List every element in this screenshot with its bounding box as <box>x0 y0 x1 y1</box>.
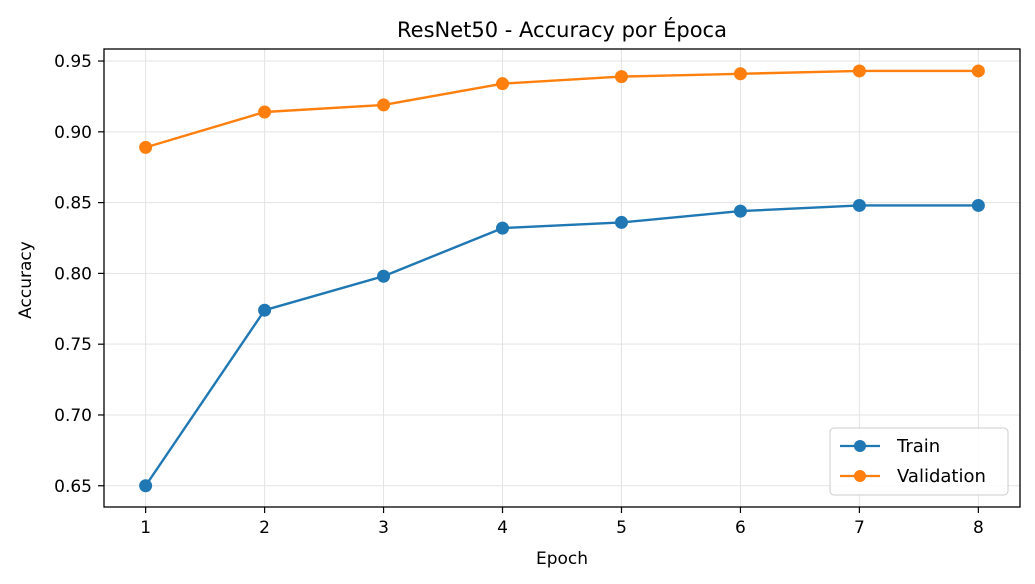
x-tick-label: 4 <box>497 518 508 538</box>
train-data-point <box>733 204 747 218</box>
y-tick-label: 0.80 <box>54 264 92 284</box>
validation-data-point <box>614 70 628 84</box>
series-layer <box>139 64 985 493</box>
y-tick-label: 0.75 <box>54 335 92 355</box>
train-data-point <box>139 479 153 493</box>
train-data-point <box>614 215 628 229</box>
legend-label-train: Train <box>896 436 940 457</box>
x-tick-label: 7 <box>854 518 865 538</box>
validation-data-point <box>733 67 747 81</box>
x-tick-label: 8 <box>973 518 984 538</box>
x-tick-label: 2 <box>259 518 270 538</box>
legend-swatch-marker-train <box>854 440 866 452</box>
train-series-line <box>144 204 979 487</box>
validation-data-point <box>852 64 866 78</box>
y-tick-label: 0.65 <box>54 477 92 497</box>
validation-data-point <box>258 105 272 119</box>
x-tick-label: 6 <box>735 518 746 538</box>
chart-title: ResNet50 - Accuracy por Época <box>397 17 727 42</box>
train-data-point <box>377 269 391 283</box>
y-axis-title: Accuracy <box>16 241 36 319</box>
x-tick-label: 1 <box>140 518 151 538</box>
y-tick-label: 0.70 <box>54 406 92 426</box>
y-tick-label: 0.90 <box>54 123 92 143</box>
grid-layer <box>104 49 1020 507</box>
train-data-point <box>971 198 985 212</box>
train-data-point <box>496 221 510 235</box>
y-tick-label: 0.85 <box>54 194 92 214</box>
legend: Train Validation <box>829 427 1009 496</box>
x-tick-label: 3 <box>378 518 389 538</box>
plot-frame <box>103 48 1021 508</box>
train-data-point <box>258 303 272 317</box>
legend-swatch-marker-validation <box>854 470 866 482</box>
tick-layer: 1 2 3 4 5 6 7 8 0.65 0.70 0.75 0.80 0.85 0.90 0.95 <box>54 52 984 538</box>
validation-data-point <box>496 77 510 91</box>
validation-data-point <box>139 140 153 154</box>
x-tick-label: 5 <box>616 518 627 538</box>
train-data-point <box>852 198 866 212</box>
validation-data-point <box>377 98 391 112</box>
y-tick-label: 0.95 <box>54 52 92 72</box>
validation-series-line <box>145 69 979 149</box>
validation-data-point <box>971 64 985 78</box>
legend-label-validation: Validation <box>897 466 986 487</box>
legend-box <box>829 427 1009 496</box>
x-axis-title: Epoch <box>536 549 588 569</box>
